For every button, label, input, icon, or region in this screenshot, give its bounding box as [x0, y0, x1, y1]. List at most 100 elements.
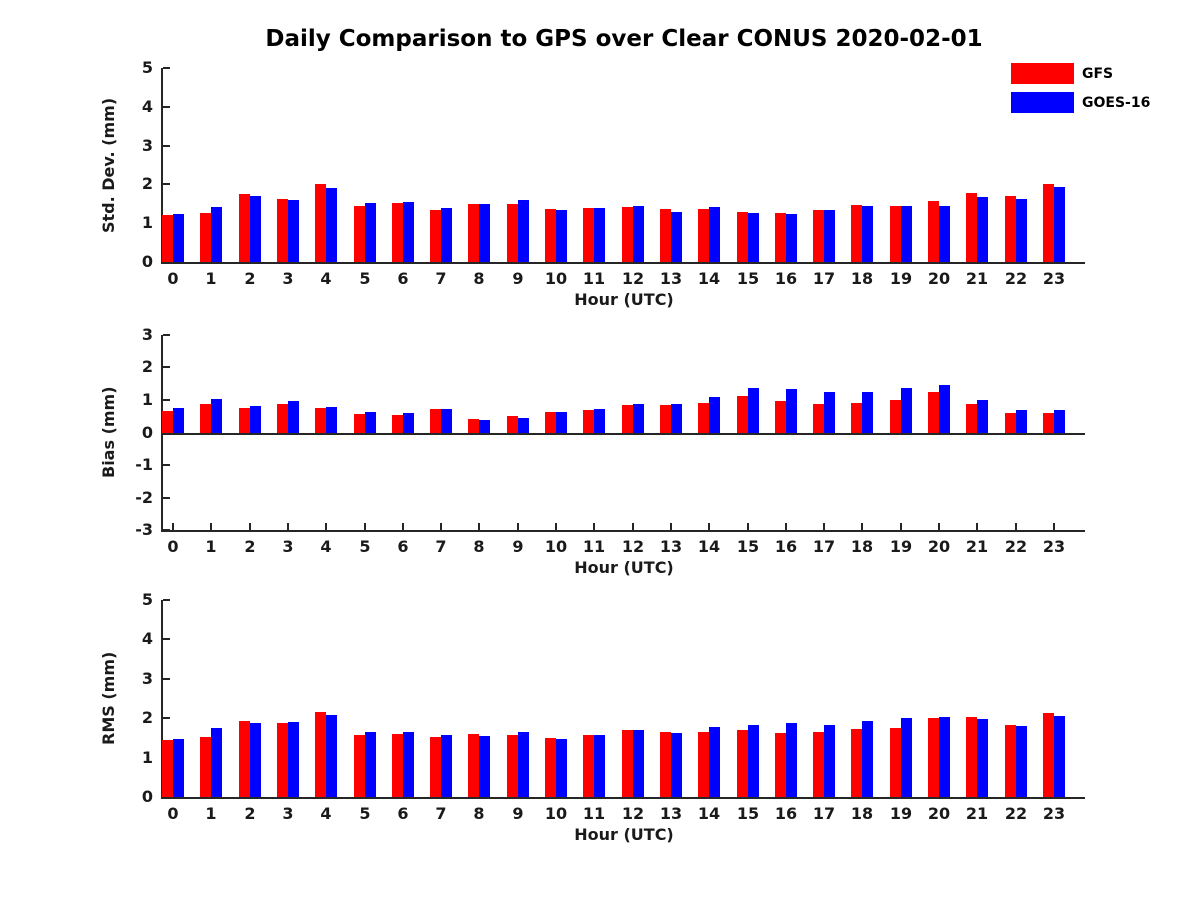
x-tick-label: 17	[812, 804, 836, 823]
bar-gfs-hour-16	[775, 733, 786, 797]
x-tick-label: 15	[736, 269, 760, 288]
bar-gfs-hour-9	[507, 735, 518, 797]
bar-goes-16-hour-21	[977, 719, 988, 797]
bar-gfs-hour-6	[392, 734, 403, 797]
x-tick-mark	[1053, 523, 1055, 530]
x-tick-label: 19	[889, 804, 913, 823]
x-tick-mark	[632, 523, 634, 530]
bar-goes-16-hour-1	[211, 728, 222, 797]
bar-gfs-hour-9	[507, 416, 518, 433]
bar-gfs-hour-13	[660, 209, 671, 262]
x-tick-label: 16	[774, 269, 798, 288]
bar-goes-16-hour-8	[479, 420, 490, 433]
y-tick-label: 0	[141, 787, 153, 806]
y-tick-mark	[163, 717, 170, 719]
y-tick-label: 0	[141, 423, 153, 442]
bar-gfs-hour-7	[430, 409, 441, 433]
bar-goes-16-hour-16	[786, 389, 797, 433]
legend: GFS GOES-16	[1011, 63, 1150, 121]
bar-goes-16-hour-6	[403, 732, 414, 797]
bar-goes-16-hour-10	[556, 210, 567, 262]
bar-goes-16-hour-9	[518, 732, 529, 797]
x-tick-label: 16	[774, 804, 798, 823]
bar-goes-16-hour-4	[326, 407, 337, 433]
y-tick-mark	[163, 334, 170, 336]
bar-gfs-hour-22	[1005, 725, 1016, 797]
x-tick-label: 0	[167, 804, 179, 823]
legend-label-goes16: GOES-16	[1082, 94, 1151, 111]
x-tick-label: 16	[774, 537, 798, 556]
x-tick-mark	[555, 523, 557, 530]
bar-gfs-hour-18	[851, 205, 862, 262]
y-tick-label: 4	[141, 97, 153, 116]
x-tick-label: 12	[621, 537, 645, 556]
bar-goes-16-hour-22	[1016, 199, 1027, 262]
x-tick-label: 21	[965, 537, 989, 556]
bar-gfs-hour-2	[239, 408, 250, 433]
y-tick-mark	[163, 145, 170, 147]
bar-goes-16-hour-14	[709, 207, 720, 262]
x-tick-label: 0	[167, 269, 179, 288]
y-tick-mark	[163, 464, 170, 466]
bar-goes-16-hour-0	[173, 408, 184, 433]
bar-goes-16-hour-2	[250, 723, 261, 797]
bar-gfs-hour-1	[200, 213, 211, 262]
bar-goes-16-hour-22	[1016, 726, 1027, 797]
goes16-color-swatch	[1011, 92, 1074, 113]
gfs-color-swatch	[1011, 63, 1074, 84]
x-tick-label: 13	[659, 537, 683, 556]
bar-gfs-hour-23	[1043, 184, 1054, 262]
x-tick-label: 23	[1042, 537, 1066, 556]
panel-rms: RMS (mm) 0 1 2 3 4 5 0 1 2 3 4 5 6 7 8 9 10 11 12 13 14 15 16 1…	[99, 590, 1085, 844]
bar-gfs-hour-17	[813, 404, 824, 433]
bar-goes-16-hour-10	[556, 739, 567, 797]
bar-gfs-hour-11	[583, 410, 594, 433]
x-tick-label: 1	[205, 269, 217, 288]
panel-std-dev: Std. Dev. (mm) 0 1 2 3 4 5 0 1 2 3 4 5 6 7 8 9 10 11 12 13 1…	[99, 58, 1085, 309]
bar-goes-16-hour-2	[250, 406, 261, 433]
bar-gfs-hour-15	[737, 396, 748, 433]
x-tick-label: 5	[359, 269, 371, 288]
bar-gfs-hour-22	[1005, 413, 1016, 433]
x-tick-label: 3	[282, 537, 294, 556]
y-tick-mark	[163, 796, 170, 798]
y-tick-label: 2	[141, 357, 153, 376]
bar-goes-16-hour-11	[594, 735, 605, 797]
y-tick-label: -1	[135, 455, 153, 474]
x-tick-mark	[210, 523, 212, 530]
y-tick-label: 5	[141, 58, 153, 77]
bar-goes-16-hour-13	[671, 733, 682, 797]
y-tick-label: 4	[141, 629, 153, 648]
bar-goes-16-hour-20	[939, 385, 950, 433]
bar-gfs-hour-22	[1005, 196, 1016, 262]
bar-goes-16-hour-8	[479, 204, 490, 262]
bar-goes-16-hour-15	[748, 388, 759, 433]
bar-goes-16-hour-12	[633, 730, 644, 797]
bar-goes-16-hour-4	[326, 188, 337, 262]
bar-gfs-hour-8	[468, 204, 479, 262]
x-tick-mark	[1015, 523, 1017, 530]
x-tick-label: 9	[512, 804, 524, 823]
bar-goes-16-hour-17	[824, 392, 835, 433]
bar-goes-16-hour-21	[977, 197, 988, 262]
bar-gfs-hour-0	[162, 411, 173, 433]
bar-goes-16-hour-2	[250, 196, 261, 262]
bar-gfs-hour-10	[545, 412, 556, 433]
x-tick-mark	[670, 523, 672, 530]
bar-goes-16-hour-23	[1054, 410, 1065, 433]
bar-goes-16-hour-8	[479, 736, 490, 797]
x-tick-label: 8	[473, 269, 485, 288]
bar-goes-16-hour-20	[939, 717, 950, 797]
bar-gfs-hour-13	[660, 732, 671, 797]
bar-gfs-hour-23	[1043, 713, 1054, 797]
x-tick-label: 11	[582, 537, 606, 556]
y-tick-mark	[163, 497, 170, 499]
x-tick-label: 6	[397, 537, 409, 556]
bar-goes-16-hour-7	[441, 208, 452, 262]
bar-goes-16-hour-0	[173, 739, 184, 797]
x-tick-mark	[249, 523, 251, 530]
x-tick-label: 9	[512, 537, 524, 556]
x-tick-label: 7	[435, 804, 447, 823]
bar-gfs-hour-7	[430, 210, 441, 262]
bar-gfs-hour-11	[583, 208, 594, 262]
